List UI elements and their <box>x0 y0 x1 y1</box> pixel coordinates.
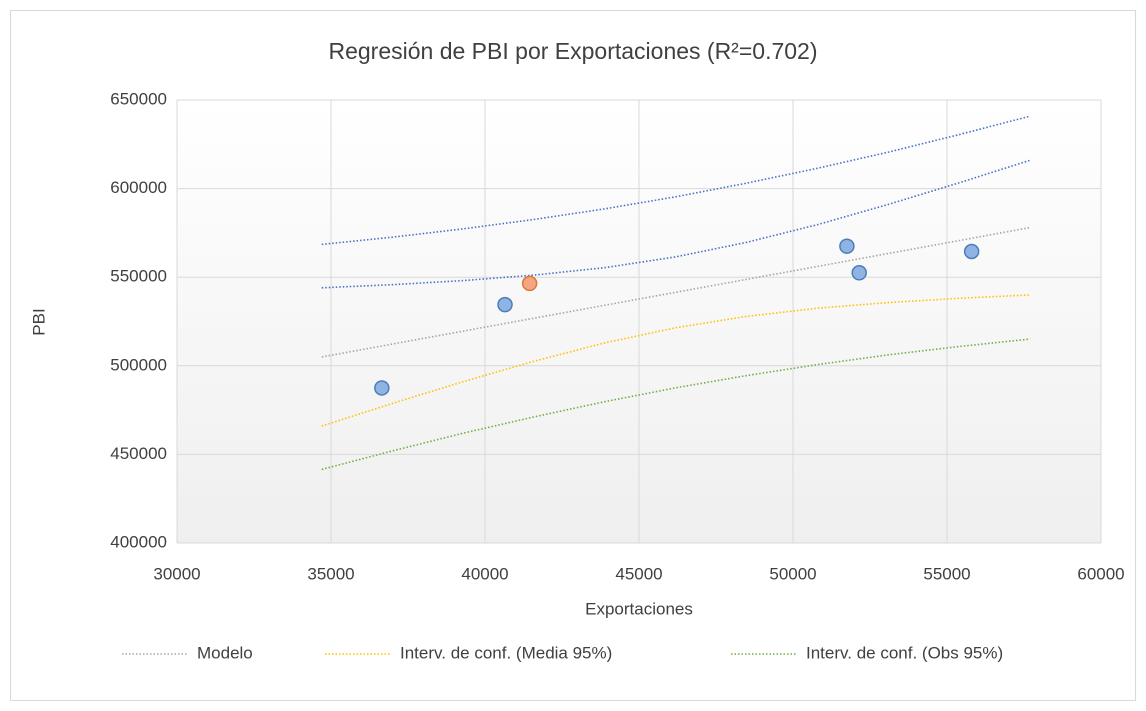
y-tick-label: 400000 <box>110 532 167 551</box>
series-line <box>321 294 1031 427</box>
x-tick-label: 60000 <box>1077 564 1124 583</box>
x-tick-label: 50000 <box>769 564 816 583</box>
legend-label: Interv. de conf. (Media 95%) <box>400 643 612 662</box>
data-point <box>374 380 390 396</box>
data-point <box>963 243 980 260</box>
upper-bound-line <box>321 159 1031 289</box>
x-axis-title: Exportaciones <box>585 599 693 618</box>
legend-label: Interv. de conf. (Obs 95%) <box>806 643 1003 662</box>
chart-title: Regresión de PBI por Exportaciones (R²=0… <box>328 38 817 64</box>
y-tick-label: 550000 <box>110 267 167 286</box>
y-tick-label: 650000 <box>110 89 167 108</box>
x-tick-label: 45000 <box>615 564 662 583</box>
y-tick-label: 450000 <box>110 444 167 463</box>
x-tick-label: 35000 <box>307 564 354 583</box>
x-tick-label: 30000 <box>153 564 200 583</box>
x-tick-label: 55000 <box>923 564 970 583</box>
legend-label: Modelo <box>197 643 253 662</box>
data-point <box>839 238 855 254</box>
series-line <box>321 338 1031 471</box>
series-line <box>321 226 1031 358</box>
y-axis-title: PBI <box>29 308 48 335</box>
x-tick-label: 40000 <box>461 564 508 583</box>
data-point <box>521 275 538 292</box>
y-tick-label: 500000 <box>110 355 167 374</box>
data-point <box>497 296 513 313</box>
y-tick-label: 600000 <box>110 178 167 197</box>
upper-bound-line <box>321 115 1031 246</box>
data-point <box>851 265 867 281</box>
